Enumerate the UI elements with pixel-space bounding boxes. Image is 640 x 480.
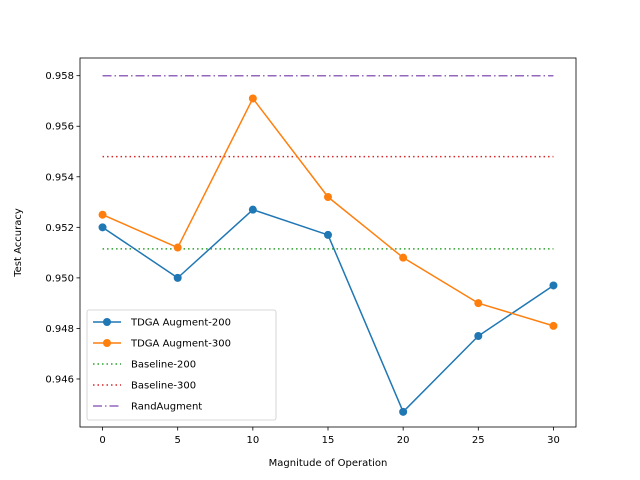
legend-marker bbox=[103, 318, 111, 326]
legend: TDGA Augment-200 TDGA Augment-300 Baseline… bbox=[86, 309, 277, 421]
data-point bbox=[248, 94, 257, 103]
y-axis: 0.946 0.948 0.950 0.952 0.954 0.956 0.958 bbox=[45, 71, 80, 385]
x-tick-label: 15 bbox=[322, 435, 335, 446]
x-tick-label: 0 bbox=[99, 435, 105, 446]
data-point bbox=[98, 223, 107, 232]
y-tick-label: 0.958 bbox=[45, 71, 74, 82]
data-point bbox=[324, 230, 332, 239]
y-tick-label: 0.954 bbox=[45, 172, 74, 183]
legend-frame bbox=[86, 309, 277, 421]
data-point bbox=[324, 193, 332, 202]
data-point bbox=[549, 281, 558, 290]
data-point bbox=[98, 210, 107, 219]
y-tick-label: 0.946 bbox=[45, 374, 74, 385]
x-tick-label: 20 bbox=[397, 435, 410, 446]
x-tick-label: 5 bbox=[175, 435, 181, 446]
x-tick-label: 25 bbox=[472, 435, 485, 446]
y-tick-label: 0.952 bbox=[45, 223, 74, 234]
plot-series bbox=[98, 74, 558, 416]
y-tick-label: 0.950 bbox=[45, 273, 74, 284]
data-point bbox=[474, 299, 483, 308]
data-point bbox=[474, 332, 483, 341]
data-point bbox=[549, 321, 558, 330]
legend-label: TDGA Augment-300 bbox=[130, 339, 231, 350]
x-axis-label: Magnitude of Operation bbox=[269, 458, 388, 469]
legend-label: Baseline-300 bbox=[131, 381, 196, 392]
legend-label: RandAugment bbox=[131, 402, 202, 413]
data-point bbox=[399, 407, 408, 416]
x-tick-label: 30 bbox=[547, 435, 560, 446]
y-tick-label: 0.948 bbox=[45, 324, 74, 335]
data-point bbox=[399, 253, 408, 262]
data-point bbox=[173, 273, 182, 282]
x-axis: 0 5 10 15 20 25 30 bbox=[99, 427, 560, 446]
legend-marker bbox=[103, 339, 111, 347]
legend-label: TDGA Augment-200 bbox=[130, 318, 231, 329]
data-point bbox=[248, 205, 257, 214]
y-tick-label: 0.956 bbox=[45, 122, 74, 133]
x-tick-label: 10 bbox=[246, 435, 259, 446]
data-point bbox=[173, 243, 182, 252]
y-axis-label: Test Accuracy bbox=[13, 208, 24, 278]
legend-label: Baseline-200 bbox=[131, 360, 196, 371]
